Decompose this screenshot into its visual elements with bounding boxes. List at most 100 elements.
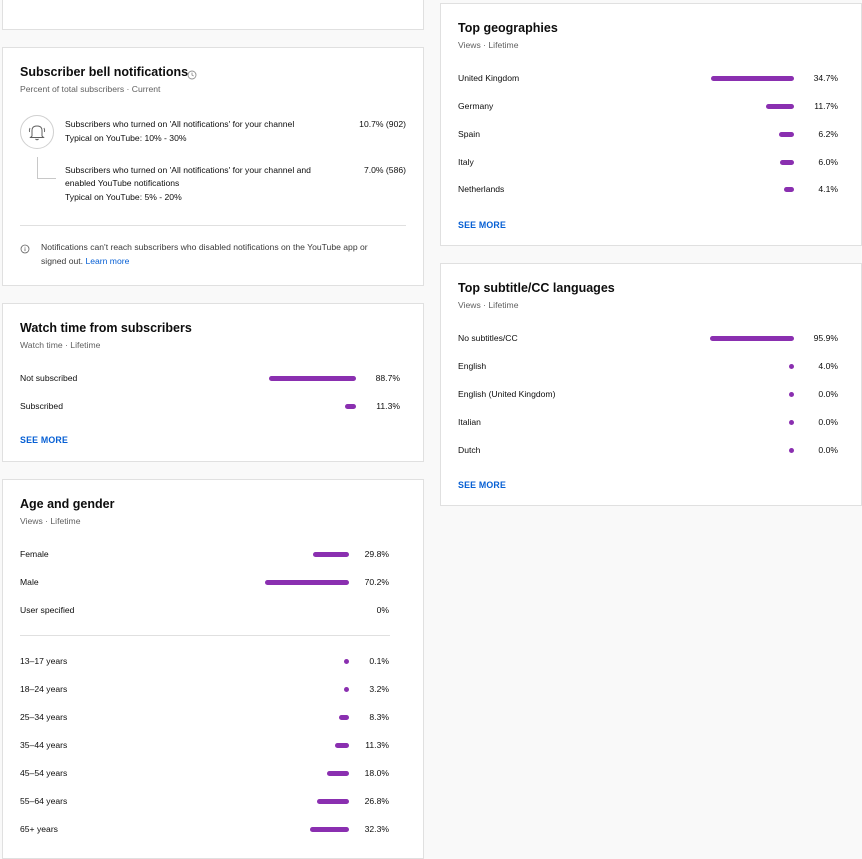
- card-title: Watch time from subscribers: [20, 321, 192, 335]
- info-icon: [20, 241, 30, 254]
- row-bar: [344, 687, 349, 692]
- row-bar: [789, 364, 794, 369]
- card-subtitle: Watch time · Lifetime: [20, 340, 101, 350]
- row-label: 35–44 years: [20, 740, 68, 750]
- row-label: English (United Kingdom): [458, 389, 556, 399]
- row-label: Italy: [458, 157, 474, 167]
- tree-connector: [37, 157, 56, 179]
- card-subtitle: Views · Lifetime: [458, 300, 519, 310]
- row-value: 32.3%: [364, 824, 389, 834]
- row-value: 3.2%: [369, 684, 389, 694]
- enabled-notifications-typical: Typical on YouTube: 5% - 20%: [65, 192, 182, 202]
- row-label: Not subscribed: [20, 373, 78, 383]
- row-label: Male: [20, 577, 39, 587]
- table-row: User specified 0%: [20, 603, 406, 617]
- row-label: No subtitles/CC: [458, 333, 518, 343]
- row-value: 95.9%: [813, 333, 838, 343]
- row-bar: [344, 659, 349, 664]
- row-value: 0%: [376, 605, 389, 615]
- enabled-notifications-text-2: enabled YouTube notifications: [65, 178, 180, 188]
- card-subtitle: Views · Lifetime: [20, 516, 81, 526]
- table-row: 25–34 years 8.3%: [20, 710, 406, 724]
- row-bar: [789, 447, 794, 453]
- table-row: 35–44 years 11.3%: [20, 738, 406, 752]
- row-bar: [310, 827, 349, 832]
- table-row: Dutch 0.0%: [458, 443, 844, 457]
- row-bar: [779, 132, 794, 137]
- row-label: 25–34 years: [20, 712, 68, 722]
- row-label: Italian: [458, 417, 481, 427]
- previous-card-bottom: [2, 0, 424, 30]
- row-bar: [313, 552, 349, 557]
- table-row: Italian 0.0%: [458, 415, 844, 429]
- row-bar: [335, 743, 349, 748]
- row-bar: [779, 160, 794, 165]
- bell-notifications-card: Subscriber bell notifications Percent of…: [2, 47, 424, 286]
- row-value: 88.7%: [375, 373, 400, 383]
- row-bar: [264, 580, 349, 585]
- card-subtitle: Views · Lifetime: [458, 40, 519, 50]
- table-row: 65+ years 32.3%: [20, 822, 406, 836]
- table-row: 18–24 years 3.2%: [20, 682, 406, 696]
- row-label: Female: [20, 549, 49, 559]
- subtitle-languages-card: Top subtitle/CC languages Views · Lifeti…: [440, 263, 862, 506]
- table-row: Spain 6.2%: [458, 127, 844, 141]
- row-value: 0.0%: [818, 417, 838, 427]
- divider: [20, 635, 390, 636]
- row-label: Netherlands: [458, 184, 505, 194]
- all-notifications-text: Subscribers who turned on 'All notificat…: [65, 119, 295, 129]
- row-bar: [344, 404, 356, 409]
- table-row: United Kingdom 34.7%: [458, 71, 844, 85]
- row-value: 26.8%: [364, 796, 389, 806]
- clock-icon[interactable]: [187, 67, 197, 80]
- see-more-button[interactable]: SEE MORE: [458, 220, 507, 230]
- row-value: 11.7%: [814, 101, 838, 111]
- row-value: 18.0%: [364, 768, 389, 778]
- card-title: Top subtitle/CC languages: [458, 281, 615, 295]
- row-bar: [789, 419, 794, 425]
- table-row: 45–54 years 18.0%: [20, 766, 406, 780]
- top-geographies-card: Top geographies Views · Lifetime United …: [440, 3, 862, 246]
- table-row: English 4.0%: [458, 359, 844, 373]
- see-more-button[interactable]: SEE MORE: [20, 435, 69, 445]
- table-row: Male 70.2%: [20, 575, 406, 589]
- row-value: 11.3%: [376, 401, 400, 411]
- row-label: Spain: [458, 129, 480, 139]
- row-label: 18–24 years: [20, 684, 68, 694]
- notifications-note-2-text: signed out.: [41, 256, 84, 266]
- see-more-button[interactable]: SEE MORE: [458, 480, 507, 490]
- row-label: 55–64 years: [20, 796, 68, 806]
- card-title: Age and gender: [20, 497, 115, 511]
- row-value: 4.1%: [818, 184, 838, 194]
- row-label: Subscribed: [20, 401, 63, 411]
- notifications-note-1: Notifications can't reach subscribers wh…: [41, 242, 368, 252]
- learn-more-link[interactable]: Learn more: [85, 256, 130, 266]
- bell-icon: [20, 115, 54, 149]
- row-value: 8.3%: [369, 712, 389, 722]
- row-bar: [327, 771, 349, 776]
- row-bar: [316, 799, 349, 804]
- row-label: User specified: [20, 605, 75, 615]
- card-subtitle: Percent of total subscribers · Current: [20, 84, 161, 94]
- table-row: Female 29.8%: [20, 547, 406, 561]
- table-row: Italy 6.0%: [458, 155, 844, 169]
- table-row: 13–17 years 0.1%: [20, 654, 406, 668]
- divider: [20, 225, 406, 226]
- table-row: Subscribed 11.3%: [20, 399, 406, 413]
- row-label: English: [458, 361, 487, 371]
- row-value: 4.0%: [818, 361, 838, 371]
- row-bar: [784, 187, 794, 192]
- row-label: Dutch: [458, 445, 481, 455]
- row-label: 45–54 years: [20, 768, 68, 778]
- row-value: 6.2%: [818, 129, 838, 139]
- row-bar: [789, 391, 794, 397]
- all-notifications-typical: Typical on YouTube: 10% - 30%: [65, 133, 187, 143]
- table-row: No subtitles/CC 95.9%: [458, 331, 844, 345]
- table-row: 55–64 years 26.8%: [20, 794, 406, 808]
- enabled-notifications-text-1: Subscribers who turned on 'All notificat…: [65, 165, 311, 175]
- table-row: Netherlands 4.1%: [458, 182, 844, 196]
- table-row: Not subscribed 88.7%: [20, 371, 406, 385]
- table-row: English (United Kingdom) 0.0%: [458, 387, 844, 401]
- row-bar: [710, 76, 794, 81]
- enabled-notifications-value: 7.0% (586): [363, 165, 406, 175]
